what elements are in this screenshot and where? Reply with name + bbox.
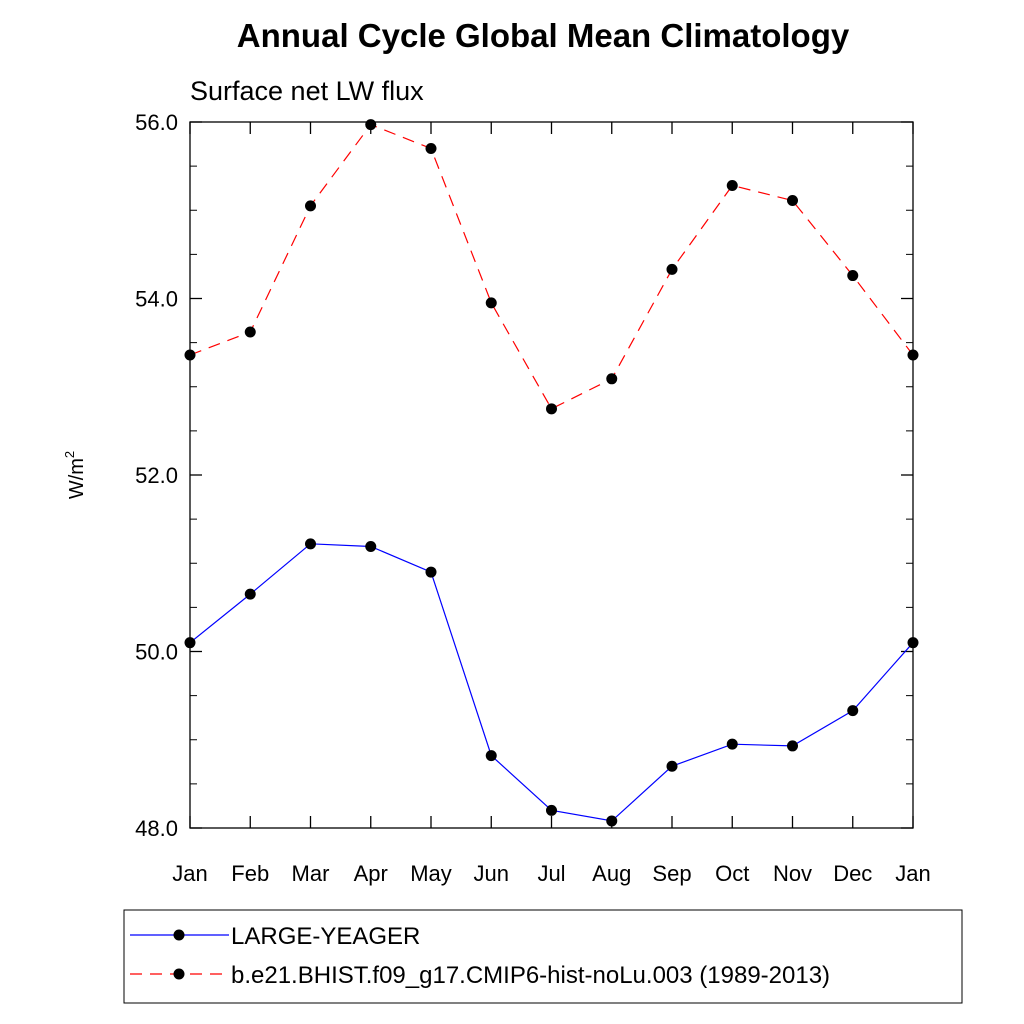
x-tick-label: Apr (354, 861, 388, 886)
chart-title: Annual Cycle Global Mean Climatology (237, 17, 850, 54)
x-tick-label: Mar (292, 861, 330, 886)
x-tick-label: Aug (592, 861, 631, 886)
series-1-point (305, 200, 316, 212)
series-0-point (365, 540, 377, 552)
series-0-point (485, 750, 497, 762)
series-1-point (787, 195, 798, 207)
x-tick-label: Sep (652, 861, 691, 886)
series-0-point (787, 740, 798, 752)
series-1-point (726, 180, 738, 192)
major-ticks (189, 121, 914, 829)
y-tick-labels: 48.0 50.0 52.0 54.0 56.0 (135, 110, 178, 841)
svg-text:W/m2: W/m2 (62, 451, 88, 499)
chart-subtitle: Surface net LW flux (190, 76, 424, 106)
y-tick-label: 50.0 (135, 640, 178, 665)
x-tick-label: Jan (895, 861, 930, 886)
x-tick-label: Jan (172, 861, 207, 886)
x-tick-label: Nov (773, 861, 812, 886)
series-line-1 (189, 123, 914, 410)
y-tick-label: 52.0 (135, 463, 178, 488)
series-1-point (847, 270, 859, 282)
y-axis-label-superscript: 2 (62, 451, 77, 458)
series-line-0 (189, 543, 914, 822)
legend: LARGE-YEAGER b.e21.BHIST.f09_g17.CMIP6-h… (123, 909, 963, 1004)
y-tick-label: 48.0 (135, 816, 178, 841)
series-0-point (726, 738, 738, 750)
series-0-point (666, 760, 678, 772)
legend-label-bhist: b.e21.BHIST.f09_g17.CMIP6-hist-noLu.003 … (231, 962, 830, 989)
x-tick-label: Oct (715, 861, 749, 886)
x-tick-label: Jul (537, 861, 565, 886)
x-tick-label: Jun (474, 861, 509, 886)
y-tick-label: 56.0 (135, 110, 178, 135)
series-0-point (546, 804, 557, 816)
series-1-point (606, 373, 618, 385)
series-1-point (485, 297, 497, 309)
legend-marker-large-yeager (173, 929, 185, 941)
plot-frame (189, 121, 914, 829)
series-group (184, 119, 919, 827)
y-tick-label: 54.0 (135, 287, 178, 312)
series-0-point (606, 815, 618, 827)
x-tick-label: May (410, 861, 452, 886)
x-tick-label: Dec (833, 861, 872, 886)
series-1-point (365, 119, 377, 131)
series-0-point (244, 588, 256, 600)
series-1-point (244, 326, 256, 338)
series-0-point (847, 705, 859, 717)
y-axis-label-text: W/m (66, 458, 88, 499)
legend-label-large-yeager: LARGE-YEAGER (231, 923, 420, 950)
y-axis-label: W/m2 (62, 451, 88, 499)
series-1-point (546, 403, 557, 415)
minor-ticks (190, 165, 913, 785)
legend-marker-bhist (173, 968, 185, 980)
x-tick-labels: Jan Feb Mar Apr May Jun Jul Aug Sep Oct Nov Dec Jan (172, 861, 930, 886)
legend-box (123, 909, 963, 1004)
series-0-point (425, 566, 437, 578)
series-0-point (305, 538, 316, 550)
series-1-point (425, 142, 437, 154)
x-tick-label: Feb (231, 861, 269, 886)
series-1-point (666, 263, 678, 275)
